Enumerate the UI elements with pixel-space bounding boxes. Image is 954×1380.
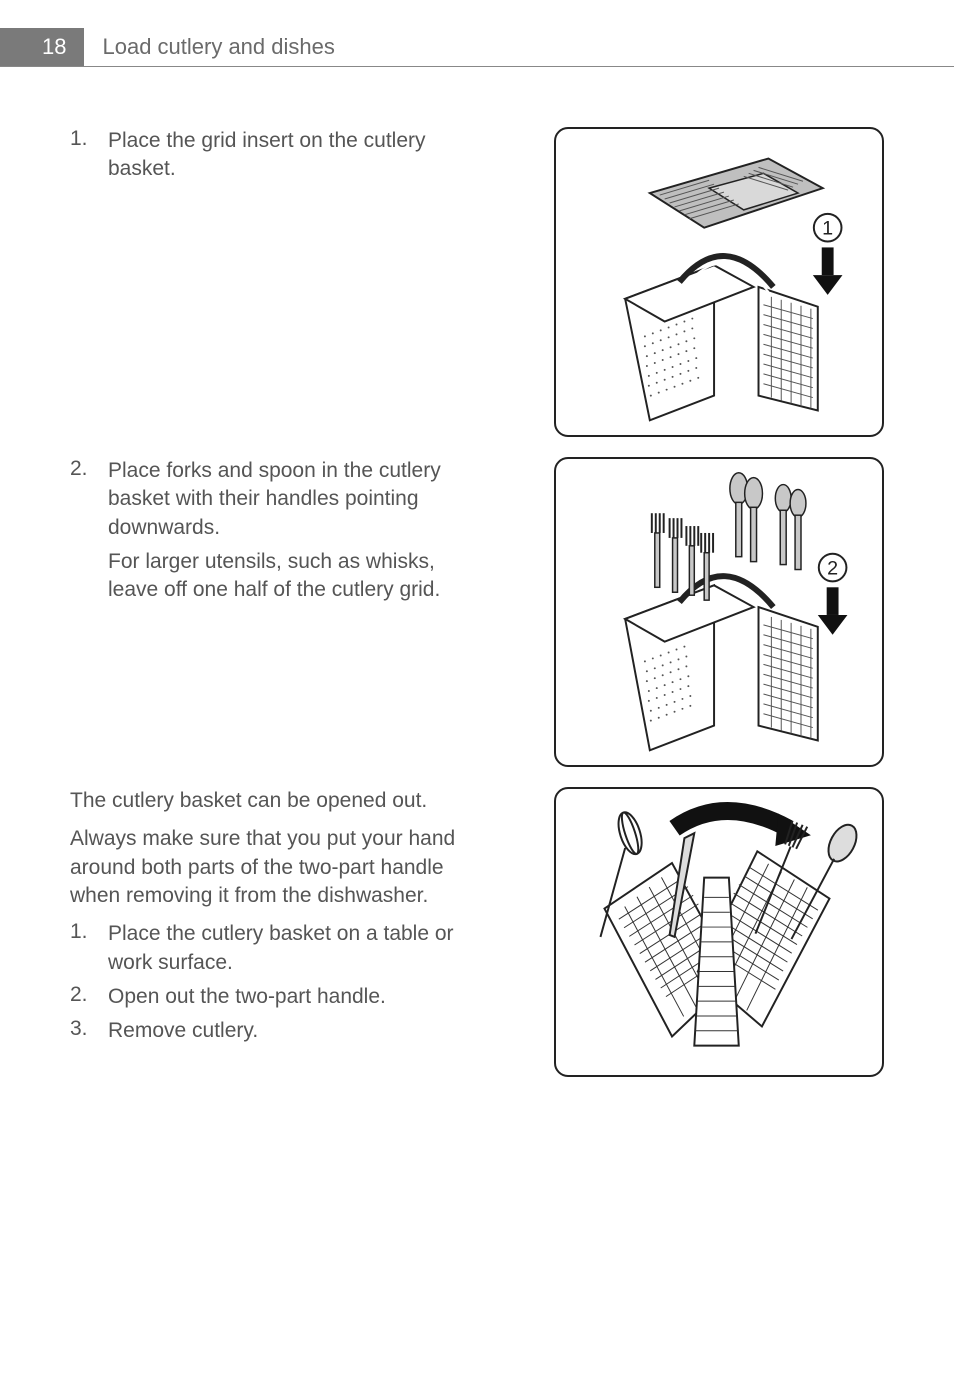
open-basket-row: The cutlery basket can be opened out. Al…	[70, 787, 884, 1077]
page-content: 1. Place the grid insert on the cutlery …	[0, 67, 954, 1077]
open-step-2-text: Open out the two-part handle.	[108, 983, 460, 1011]
step-1-figure-col: 1	[470, 127, 884, 437]
figure-3	[554, 787, 884, 1077]
paragraph-1: The cutlery basket can be opened out.	[70, 787, 460, 815]
step-2-subtext: For larger utensils, such as whisks, lea…	[108, 548, 450, 605]
step-1-item: 1. Place the grid insert on the cutlery …	[70, 127, 450, 184]
svg-text:1: 1	[822, 218, 833, 240]
section-title: Load cutlery and dishes	[102, 34, 334, 60]
step-2-row: 2. Place forks and spoon in the cutlery …	[70, 457, 884, 767]
page-header: 18 Load cutlery and dishes	[0, 28, 954, 67]
page-number: 18	[0, 28, 84, 66]
open-basket-text-col: The cutlery basket can be opened out. Al…	[70, 787, 480, 1052]
step-1-row: 1. Place the grid insert on the cutlery …	[70, 127, 884, 437]
open-step-2: 2. Open out the two-part handle.	[70, 983, 460, 1011]
open-step-1: 1. Place the cutlery basket on a table o…	[70, 920, 460, 977]
opened-basket-illustration	[556, 787, 882, 1077]
open-step-1-text: Place the cutlery basket on a table or w…	[108, 920, 460, 977]
callout-2: 2	[819, 554, 847, 582]
svg-text:2: 2	[827, 557, 838, 579]
open-step-3: 3. Remove cutlery.	[70, 1017, 460, 1045]
open-step-2-number: 2.	[70, 983, 108, 1011]
down-arrow-icon	[813, 247, 843, 294]
step-2-item: 2. Place forks and spoon in the cutlery …	[70, 457, 450, 542]
open-step-3-number: 3.	[70, 1017, 108, 1045]
step-1-text: Place the grid insert on the cutlery bas…	[108, 127, 450, 184]
open-step-1-number: 1.	[70, 920, 108, 977]
cutlery-in-basket-illustration: 2	[556, 457, 882, 767]
step-2-text: Place forks and spoon in the cutlery bas…	[108, 457, 450, 542]
step-1-text-col: 1. Place the grid insert on the cutlery …	[70, 127, 470, 190]
open-step-3-text: Remove cutlery.	[108, 1017, 460, 1045]
figure-1: 1	[554, 127, 884, 437]
paragraph-2: Always make sure that you put your hand …	[70, 825, 460, 910]
grid-insert-basket-illustration: 1	[556, 127, 882, 437]
step-2-figure-col: 2	[470, 457, 884, 767]
step-1-number: 1.	[70, 127, 108, 184]
callout-1: 1	[814, 214, 842, 242]
step-2-text-col: 2. Place forks and spoon in the cutlery …	[70, 457, 470, 605]
step-2-number: 2.	[70, 457, 108, 542]
down-arrow-icon	[818, 587, 848, 634]
figure-2: 2	[554, 457, 884, 767]
open-basket-figure-col	[480, 787, 884, 1077]
